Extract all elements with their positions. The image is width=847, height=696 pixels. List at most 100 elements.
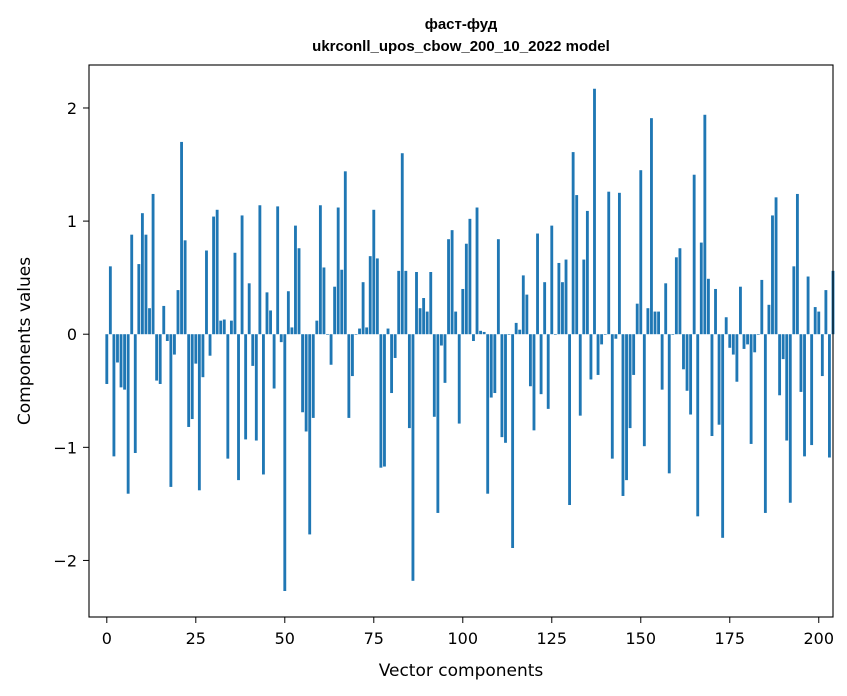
bar-115 — [514, 322, 518, 335]
bar-43 — [258, 205, 262, 335]
bar-146 — [625, 334, 628, 481]
bar-160 — [674, 257, 678, 335]
bar-120 — [532, 334, 536, 431]
bar-85 — [407, 334, 411, 429]
bar-131 — [571, 152, 575, 335]
bar-135 — [585, 210, 589, 335]
x-tick-label: 0 — [102, 629, 112, 648]
bar-66 — [340, 269, 344, 335]
bar-5 — [123, 334, 127, 390]
bar-166 — [696, 334, 700, 517]
bar-168 — [703, 114, 707, 335]
bar-151 — [642, 334, 646, 447]
bar-106 — [482, 331, 486, 335]
x-axis-label: Vector components — [379, 661, 544, 681]
bar-71 — [358, 328, 361, 335]
bar-87 — [415, 272, 418, 335]
bar-42 — [254, 334, 258, 441]
bar-24 — [190, 334, 194, 420]
bar-202 — [824, 290, 828, 335]
bar-99 — [457, 334, 461, 424]
bar-20 — [176, 290, 180, 335]
bar-123 — [543, 282, 547, 335]
bar-163 — [685, 334, 689, 391]
y-tick-label: 1 — [67, 212, 77, 231]
bar-170 — [710, 334, 714, 437]
bar-95 — [443, 334, 447, 383]
bar-86 — [411, 334, 415, 581]
bar-180 — [746, 334, 749, 345]
bar-154 — [653, 311, 657, 335]
bar-179 — [742, 334, 746, 349]
bar-156 — [660, 334, 664, 390]
bar-45 — [265, 292, 269, 335]
bar-143 — [614, 334, 618, 339]
bar-132 — [575, 195, 579, 335]
bar-155 — [657, 311, 660, 335]
bar-38 — [240, 215, 244, 335]
bar-58 — [311, 334, 315, 418]
bar-101 — [464, 243, 468, 335]
bar-126 — [553, 334, 557, 335]
bar-39 — [244, 334, 248, 440]
bar-68 — [347, 334, 351, 418]
bar-127 — [557, 262, 561, 335]
bar-193 — [792, 266, 796, 335]
bar-59 — [315, 320, 319, 335]
bar-30 — [212, 216, 216, 335]
bar-117 — [521, 275, 525, 335]
bar-79 — [386, 328, 390, 335]
bar-31 — [215, 209, 219, 335]
bar-7 — [130, 234, 134, 335]
bar-9 — [137, 264, 141, 335]
bar-65 — [336, 207, 340, 335]
bar-141 — [607, 191, 611, 335]
bar-29 — [208, 334, 212, 356]
bar-184 — [760, 279, 764, 335]
bar-26 — [197, 334, 201, 491]
bar-63 — [329, 334, 333, 365]
bar-176 — [731, 334, 735, 355]
bar-81 — [393, 334, 397, 358]
bar-22 — [183, 240, 187, 335]
bar-171 — [714, 288, 717, 335]
bar-82 — [397, 270, 401, 335]
bar-61 — [322, 267, 326, 335]
bar-62 — [326, 334, 329, 335]
bar-118 — [525, 294, 529, 335]
bar-40 — [247, 283, 251, 335]
bar-44 — [262, 334, 265, 475]
bar-78 — [383, 334, 386, 467]
bar-142 — [610, 334, 614, 459]
bar-137 — [593, 88, 596, 335]
bar-57 — [308, 334, 312, 535]
bar-174 — [724, 317, 728, 335]
bar-172 — [717, 334, 721, 425]
bar-203 — [828, 334, 831, 458]
bar-74 — [368, 256, 372, 335]
bar-41 — [251, 334, 255, 366]
bar-136 — [589, 334, 593, 380]
bar-111 — [500, 334, 504, 438]
bar-150 — [639, 170, 643, 335]
bar-90 — [425, 311, 429, 335]
bar-157 — [664, 283, 668, 335]
y-tick-label: −1 — [53, 438, 77, 457]
x-tick-label: 175 — [714, 629, 745, 648]
bar-182 — [753, 334, 757, 353]
bar-89 — [422, 298, 426, 335]
y-axis-ticks: −2 −1 0 1 2 — [53, 99, 89, 570]
bar-25 — [194, 334, 198, 364]
bar-56 — [304, 334, 308, 432]
bar-124 — [546, 334, 550, 409]
chart-subtitle: ukrconll_upos_cbow_200_10_2022 model — [312, 38, 610, 55]
bar-183 — [756, 334, 760, 335]
bar-83 — [400, 153, 404, 335]
bar-67 — [343, 171, 347, 335]
bar-187 — [771, 215, 774, 335]
bar-177 — [735, 334, 739, 382]
bar-46 — [269, 310, 272, 335]
bar-162 — [682, 334, 685, 370]
bar-10 — [140, 213, 144, 335]
